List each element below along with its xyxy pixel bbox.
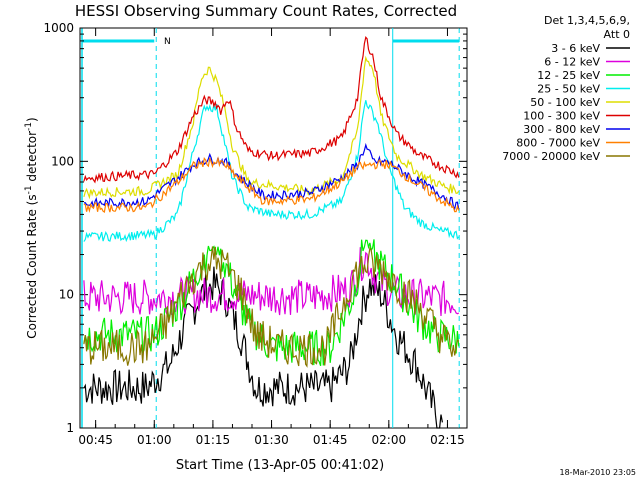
y-axis-label-part-3: )	[25, 117, 39, 122]
series-line	[83, 156, 460, 214]
footer-date: 18-Mar-2010 23:05	[560, 468, 637, 477]
y-axis-label: Corrected Count Rate (s-1 detector-1)	[24, 117, 39, 338]
legend-label: 50 - 100 keV	[530, 96, 600, 109]
x-tick-label: 00:45	[78, 433, 113, 447]
legend-title-2: Att 0	[604, 28, 630, 41]
y-tick-label: 1000	[43, 21, 74, 35]
y-axis-label-sup-2: -1	[24, 122, 34, 131]
series-line	[83, 55, 460, 200]
legend-label: 12 - 25 keV	[537, 69, 600, 82]
x-tick-label: 01:45	[313, 433, 348, 447]
x-tick-label: 02:15	[430, 433, 465, 447]
legend-label: 6 - 12 keV	[544, 56, 600, 69]
series-line	[83, 36, 460, 184]
y-tick-label: 10	[59, 288, 74, 302]
legend-label: 7000 - 20000 keV	[502, 150, 600, 163]
y-axis-label-part-1: Corrected Count Rate (s	[25, 194, 39, 338]
y-axis-label-part-2: detector	[25, 131, 39, 186]
y-tick-label: 100	[51, 154, 74, 168]
x-tick-label: 01:15	[196, 433, 231, 447]
night-marker: N	[164, 37, 171, 47]
series-line	[83, 100, 460, 243]
series-line	[83, 247, 460, 317]
plot-area: N 1 10 100 1000 00:45 01:00 01:15 01:30 01:45 02:0…	[43, 21, 468, 447]
plot-frame	[79, 27, 468, 429]
y-axis-label-sup-1: -1	[24, 185, 34, 194]
legend-title-1: Det 1,3,4,5,6,9,	[544, 14, 630, 27]
series-line	[83, 266, 443, 429]
x-tick-label: 01:00	[137, 433, 172, 447]
x-axis-label: Start Time (13-Apr-05 00:41:02)	[176, 458, 384, 473]
legend-label: 100 - 300 keV	[523, 110, 600, 123]
legend-label: 25 - 50 keV	[537, 83, 600, 96]
legend-label: 800 - 7000 keV	[516, 137, 600, 150]
x-tick-label: 02:00	[372, 433, 407, 447]
series-line	[83, 246, 460, 368]
legend-label: 3 - 6 keV	[551, 42, 600, 55]
legend-label: 300 - 800 keV	[523, 123, 600, 136]
y-tick-label: 1	[66, 421, 74, 435]
chart-title: HESSI Observing Summary Count Rates, Cor…	[75, 2, 457, 20]
x-tick-label: 01:30	[254, 433, 289, 447]
